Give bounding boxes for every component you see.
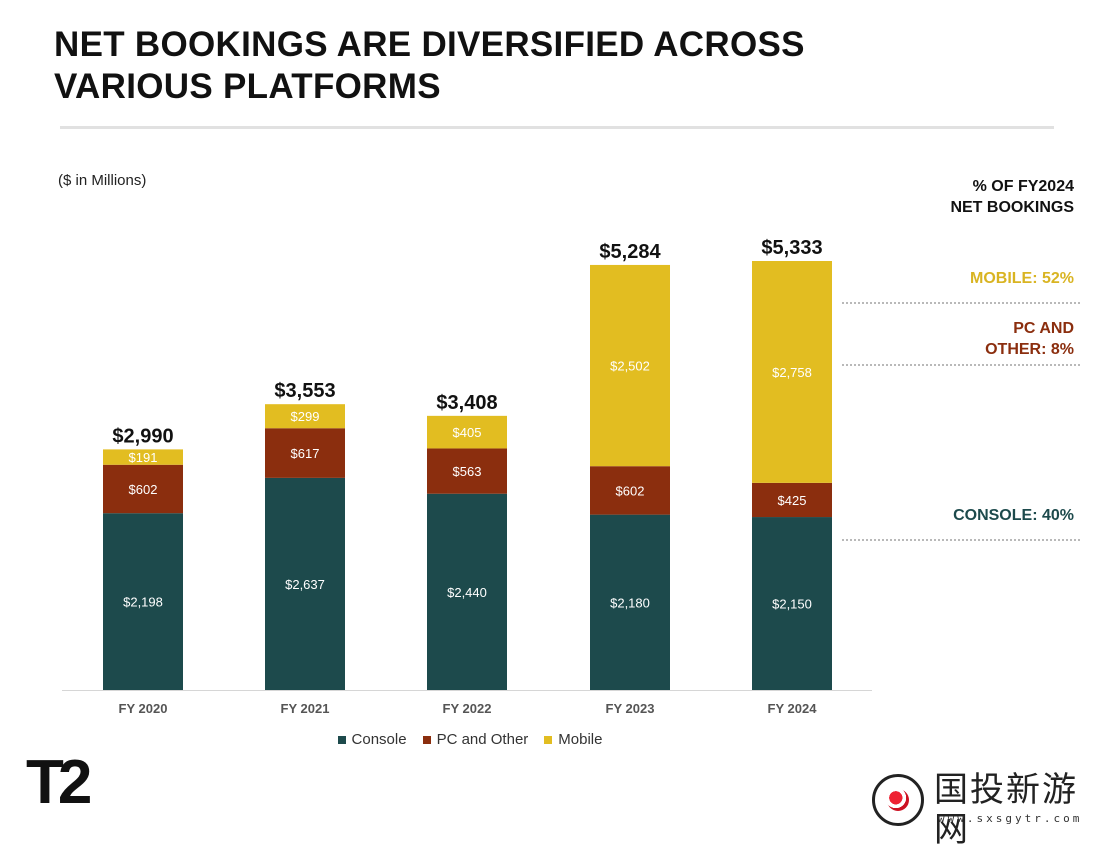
data-label-pc-5: $425	[778, 493, 807, 508]
data-label-mobile-5: $2,758	[772, 365, 812, 380]
total-label-3: $3,408	[436, 392, 497, 414]
bar-console-1	[103, 513, 183, 690]
x-tick-label-1: FY 2020	[119, 701, 168, 716]
t2-logo: T2	[26, 748, 92, 817]
unit-note: ($ in Millions)	[58, 172, 147, 189]
page-title: NET BOOKINGS ARE DIVERSIFIED ACROSS VARI…	[54, 24, 954, 108]
bar-console-4	[590, 514, 670, 690]
legend-label-pc: PC and Other	[436, 731, 529, 748]
side-label-pc-line-1: PC AND	[1013, 320, 1074, 337]
title-line-1: NET BOOKINGS ARE DIVERSIFIED ACROSS	[54, 25, 805, 64]
total-label-4: $5,284	[599, 241, 661, 263]
legend-swatch-pc	[422, 735, 431, 744]
data-label-pc-3: $563	[453, 464, 482, 479]
bar-pc-2	[265, 428, 345, 478]
data-label-mobile-4: $2,502	[610, 359, 650, 374]
total-label-2: $3,553	[274, 380, 335, 402]
legend-item-mobile: Mobile	[544, 731, 602, 748]
bar-pc-1	[103, 464, 183, 514]
x-tick-label-5: FY 2024	[768, 701, 818, 716]
bar-pc-3	[427, 448, 507, 494]
total-label-1: $2,990	[112, 425, 173, 447]
legend-label-console: Console	[351, 731, 407, 748]
data-label-mobile-1: $191	[129, 450, 158, 465]
data-label-console-5: $2,150	[772, 597, 812, 612]
data-label-pc-2: $617	[291, 446, 320, 461]
data-label-mobile-2: $299	[291, 409, 320, 424]
side-panel-header: % OF FY2024 NET BOOKINGS	[950, 176, 1074, 218]
side-panel-header-line-2: NET BOOKINGS	[950, 199, 1074, 216]
watermark: 国投新游网 www.sxsgytr.com	[872, 770, 1112, 850]
bar-mobile-1	[103, 449, 183, 465]
legend-swatch-mobile	[544, 735, 553, 744]
side-label-console: CONSOLE: 40%	[953, 505, 1074, 526]
data-label-console-1: $2,198	[123, 595, 163, 610]
data-label-mobile-3: $405	[453, 425, 482, 440]
data-label-console-2: $2,637	[285, 577, 325, 592]
bar-console-3	[427, 493, 507, 690]
divider-console-bottom	[842, 539, 1080, 541]
side-label-mobile-text: MOBILE: 52%	[969, 270, 1074, 287]
side-label-pc: PC AND OTHER: 8%	[985, 318, 1074, 360]
chart-legend: Console PC and Other Mobile	[0, 731, 940, 748]
watermark-url: www.sxsgytr.com	[938, 812, 1083, 825]
data-label-console-3: $2,440	[447, 585, 487, 600]
side-label-mobile: MOBILE: 52%	[970, 268, 1074, 289]
bar-pc-4	[590, 466, 670, 515]
x-tick-label-3: FY 2022	[443, 701, 492, 716]
side-label-console-text: CONSOLE: 40%	[953, 507, 1074, 524]
divider-mobile-pc	[842, 302, 1080, 304]
title-divider	[60, 126, 1054, 129]
x-tick-label-4: FY 2023	[606, 701, 655, 716]
legend-item-console: Console	[337, 731, 407, 748]
legend-item-pc: PC and Other	[422, 731, 529, 748]
total-label-5: $5,333	[761, 237, 822, 259]
data-label-pc-4: $602	[616, 483, 645, 498]
x-tick-label-2: FY 2021	[281, 701, 330, 716]
bar-mobile-3	[427, 415, 507, 449]
side-label-pc-line-2: OTHER: 8%	[985, 341, 1074, 358]
data-label-console-4: $2,180	[610, 595, 650, 610]
bar-pc-5	[752, 482, 832, 518]
bar-mobile-5	[752, 261, 832, 483]
legend-label-mobile: Mobile	[558, 731, 603, 748]
watermark-logo-icon	[872, 774, 924, 826]
bar-mobile-4	[590, 264, 670, 467]
bar-console-5	[752, 517, 832, 690]
side-panel-header-line-1: % OF FY2024	[972, 178, 1074, 195]
watermark-site-name: 国投新游网	[934, 770, 1078, 850]
divider-pc-console	[842, 364, 1080, 366]
bar-console-2	[265, 477, 345, 690]
title-line-2: VARIOUS PLATFORMS	[54, 67, 441, 106]
data-label-pc-1: $602	[129, 482, 158, 497]
legend-swatch-console	[337, 735, 346, 744]
bar-mobile-2	[265, 404, 345, 429]
